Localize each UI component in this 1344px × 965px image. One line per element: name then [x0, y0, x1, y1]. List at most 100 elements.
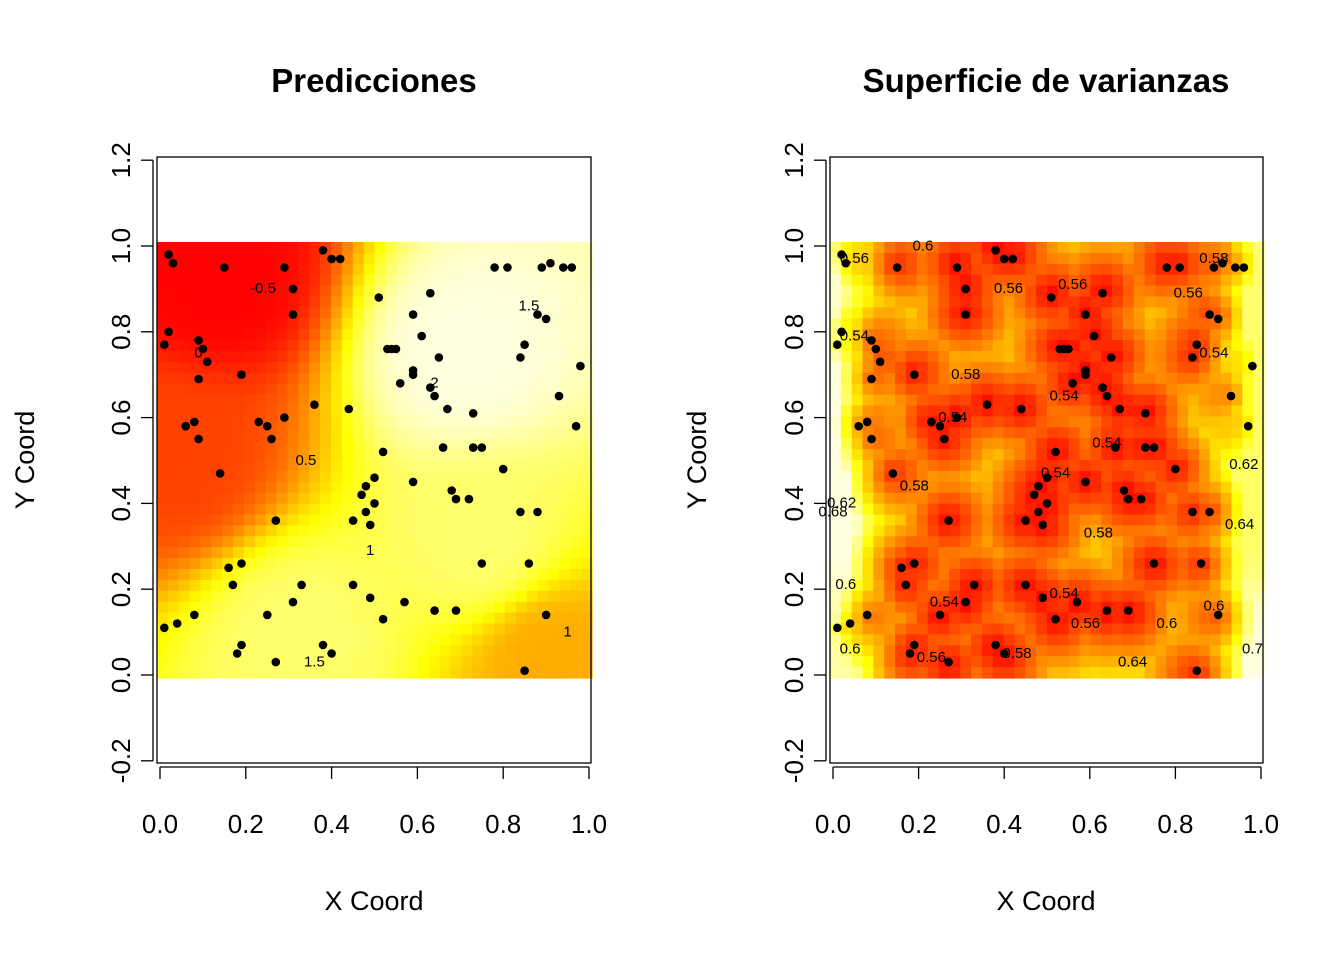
surface-cell — [1079, 612, 1091, 625]
surface-cell — [1231, 514, 1243, 526]
data-point — [370, 473, 379, 483]
surface-cell — [276, 634, 289, 646]
surface-cell — [1057, 449, 1070, 461]
surface-cell — [873, 645, 885, 657]
surface-cell — [570, 252, 582, 265]
surface-cell — [428, 645, 441, 657]
data-point — [1047, 293, 1056, 302]
surface-cell — [472, 449, 484, 461]
surface-cell — [830, 481, 842, 494]
surface-cell — [1188, 470, 1200, 483]
surface-cell — [1079, 318, 1091, 330]
surface-cell — [483, 645, 495, 657]
surface-cell — [1036, 361, 1048, 374]
surface-cell — [472, 307, 484, 319]
x-tick-label: 0.0 — [142, 809, 178, 839]
surface-cell — [450, 569, 463, 581]
surface-cell — [884, 525, 896, 537]
contour-label: 0.64 — [1118, 653, 1147, 670]
surface-cell — [1166, 296, 1178, 308]
surface-cell — [927, 569, 940, 581]
surface-cell — [927, 481, 940, 494]
surface-cell — [537, 449, 550, 461]
surface-cell — [830, 514, 842, 526]
surface-cell — [1166, 416, 1178, 428]
contour-label: 0.58 — [1084, 525, 1113, 542]
surface-cell — [385, 645, 397, 657]
surface-cell — [884, 579, 896, 592]
surface-cell — [276, 579, 289, 592]
surface-cell — [374, 569, 386, 581]
surface-cell — [1198, 307, 1211, 319]
surface-cell — [363, 274, 376, 287]
surface-cell — [938, 416, 950, 428]
surface-cell — [1166, 470, 1178, 483]
surface-cell — [1036, 623, 1048, 635]
surface-cell — [341, 263, 354, 276]
surface-cell — [407, 405, 419, 417]
surface-cell — [1144, 656, 1157, 668]
surface-cell — [505, 536, 517, 548]
surface-cell — [515, 274, 528, 287]
surface-cell — [178, 579, 191, 592]
surface-cell — [581, 449, 593, 461]
surface-cell — [211, 634, 223, 646]
surface-cell — [505, 340, 517, 352]
surface-cell — [407, 329, 419, 341]
surface-cell — [981, 351, 994, 363]
surface-cell — [1242, 438, 1254, 450]
surface-cell — [439, 569, 452, 581]
surface-cell — [178, 427, 191, 439]
surface-cell — [385, 525, 397, 537]
surface-cell — [298, 525, 310, 537]
surface-cell — [1220, 383, 1233, 396]
surface-cell — [244, 460, 256, 472]
surface-cell — [450, 536, 463, 548]
surface-cell — [450, 405, 463, 417]
surface-cell — [851, 623, 864, 635]
surface-cell — [461, 263, 473, 276]
surface-cell — [233, 656, 245, 668]
surface-cell — [1079, 470, 1091, 483]
surface-cell — [494, 274, 506, 287]
contour-label: 1 — [563, 623, 571, 640]
surface-cell — [1047, 285, 1059, 298]
data-point — [232, 649, 242, 658]
surface-cell — [1155, 667, 1167, 679]
data-point — [1192, 340, 1202, 350]
surface-cell — [992, 525, 1005, 537]
surface-cell — [1198, 361, 1211, 374]
surface-cell — [254, 263, 267, 276]
surface-cell — [895, 318, 907, 330]
surface-cell — [472, 285, 484, 298]
surface-cell — [363, 579, 376, 592]
surface-cell — [1047, 296, 1059, 308]
surface-cell — [254, 296, 267, 308]
data-point — [999, 254, 1009, 264]
surface-cell — [439, 438, 452, 450]
surface-cell — [1122, 536, 1135, 548]
surface-cell — [981, 372, 994, 385]
surface-cell — [244, 634, 256, 646]
surface-cell — [916, 296, 929, 308]
surface-cell — [960, 590, 972, 603]
surface-cell — [559, 329, 571, 341]
surface-cell — [178, 656, 191, 668]
surface-cell — [1112, 340, 1124, 352]
data-point — [862, 610, 872, 620]
surface-cell — [1177, 351, 1189, 363]
surface-cell — [439, 318, 452, 330]
surface-cell — [1177, 318, 1189, 330]
data-point — [952, 413, 962, 422]
data-point — [447, 486, 457, 495]
surface-cell — [178, 623, 191, 635]
surface-cell — [1198, 242, 1211, 254]
surface-cell — [971, 427, 983, 439]
surface-cell — [472, 296, 484, 308]
surface-cell — [396, 525, 408, 537]
surface-cell — [396, 470, 408, 483]
surface-cell — [222, 449, 234, 461]
surface-cell — [840, 634, 853, 646]
surface-cell — [439, 307, 452, 319]
surface-cell — [905, 383, 918, 396]
